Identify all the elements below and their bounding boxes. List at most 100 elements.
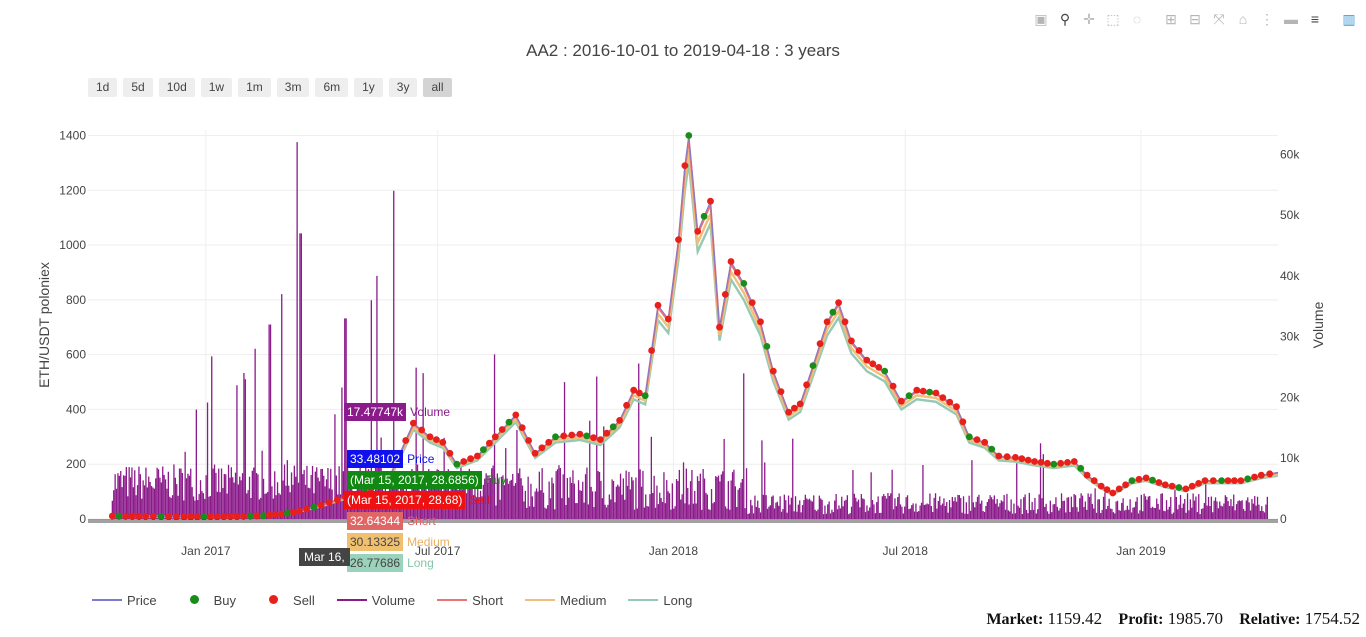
sell-marker (727, 258, 735, 265)
range-button-1w[interactable]: 1w (200, 78, 233, 97)
sell-marker (439, 438, 447, 446)
y-tick-label: 400 (66, 402, 86, 416)
sell-marker (303, 505, 310, 513)
legend-swatch (525, 599, 556, 601)
sell-marker (995, 452, 1003, 460)
sell-marker (835, 299, 842, 306)
zoom-out-icon[interactable]: ⊟ (1189, 10, 1201, 27)
sell-marker (823, 318, 831, 326)
sell-marker (616, 417, 623, 424)
sell-marker (518, 424, 526, 432)
legend-item-medium[interactable]: Medium (525, 592, 606, 608)
tooltip-long-name: Long (407, 556, 434, 570)
hover-compare-icon[interactable]: ≡ (1310, 11, 1320, 27)
legend-swatch (437, 599, 468, 601)
tooltip-long-value: 26.77686 (347, 554, 404, 572)
y-tick-label: 0 (79, 512, 86, 526)
sell-marker (1003, 453, 1011, 461)
legend-label: Volume (371, 592, 416, 608)
range-button-6m[interactable]: 6m (315, 78, 349, 97)
y-tick-label: 800 (66, 293, 86, 307)
tooltip-medium: 30.13325 Medium (347, 533, 450, 551)
sell-marker (568, 431, 576, 439)
sell-marker (525, 437, 532, 444)
sell-marker (603, 429, 611, 437)
sell-marker (1018, 455, 1026, 463)
buy-marker (1175, 484, 1183, 491)
pan-icon[interactable]: ✛ (1083, 10, 1095, 27)
legend-item-sell[interactable]: Sell (258, 592, 315, 608)
legend-item-long[interactable]: Long (628, 592, 692, 608)
price-line (112, 135, 1279, 518)
sell-marker (1064, 459, 1071, 466)
legend-item-buy[interactable]: Buy (179, 592, 236, 608)
autoscale-icon[interactable]: ⤧ (1213, 10, 1225, 27)
sell-marker (796, 400, 804, 408)
buy-marker (965, 433, 973, 441)
tooltip-volume-value: 17.47747k (344, 403, 407, 421)
range-button-3y[interactable]: 3y (388, 78, 418, 97)
y2-tick-label: 60k (1280, 147, 1300, 161)
range-button-1y[interactable]: 1y (354, 78, 383, 97)
legend-swatch (189, 595, 199, 604)
legend-label: Buy (213, 592, 237, 608)
plotly-logo-icon[interactable]: ▥ (1342, 10, 1356, 27)
y2-tick-label: 20k (1280, 390, 1300, 404)
range-button-5d[interactable]: 5d (123, 78, 153, 97)
buy-marker (453, 460, 461, 468)
legend-symbol (628, 592, 659, 608)
legend-item-volume[interactable]: Volume (336, 592, 416, 608)
sell-marker (654, 301, 662, 309)
legend-item-short[interactable]: Short (437, 592, 503, 608)
buy-marker (685, 132, 693, 139)
sell-marker (1090, 477, 1098, 484)
sell-marker (410, 419, 417, 427)
range-button-10d[interactable]: 10d (158, 78, 195, 97)
buy-marker (763, 343, 771, 350)
range-button-1d[interactable]: 1d (88, 78, 118, 97)
sell-marker (491, 433, 499, 441)
sell-marker (325, 499, 333, 506)
sell-marker (1201, 477, 1209, 484)
legend-symbol (92, 592, 122, 608)
sell-marker (474, 452, 481, 460)
hover-closest-icon[interactable]: ▬ (1284, 11, 1298, 27)
sell-marker (777, 388, 785, 395)
spike-lines-icon[interactable]: ⋮ (1260, 10, 1274, 27)
sell-marker (939, 394, 947, 401)
zoom-icon[interactable]: ⚲ (1059, 10, 1071, 27)
sell-marker (981, 438, 989, 446)
reset-axes-icon[interactable]: ⌂ (1238, 11, 1248, 27)
legend-item-price[interactable]: Price (92, 592, 157, 608)
market-label: Market: (986, 611, 1044, 628)
buy-marker (157, 513, 165, 520)
sell-marker (1024, 456, 1032, 464)
zoom-in-icon[interactable]: ⊞ (1165, 10, 1177, 27)
range-button-all[interactable]: all (423, 78, 452, 97)
sell-marker (785, 408, 793, 416)
box-select-icon[interactable]: ⬚ (1106, 10, 1120, 27)
sell-marker (1266, 470, 1274, 478)
y2-tick-label: 10k (1280, 451, 1300, 465)
camera-icon[interactable]: ▣ (1034, 10, 1048, 27)
sell-marker (122, 512, 130, 520)
buy-marker (829, 308, 837, 316)
range-button-3m[interactable]: 3m (276, 78, 310, 97)
sell-marker (889, 382, 897, 390)
sell-marker (734, 269, 741, 276)
sell-marker (486, 439, 493, 447)
x-tick-label: Jul 2017 (415, 544, 461, 558)
tooltip-long: 26.77686 Long (347, 554, 434, 572)
tooltip-sell-value: (Mar 15, 2017, 28.68) (344, 491, 466, 509)
y-tick-label: 1400 (59, 128, 86, 142)
tooltip-price-name: Price (407, 452, 435, 466)
sell-marker (1231, 477, 1238, 484)
buy-marker (1244, 475, 1252, 483)
tooltip-buy: (Mar 15, 2017, 28.6856) Buy (347, 471, 506, 489)
tooltip-price-value: 33.48102 (347, 450, 404, 468)
sell-marker (538, 444, 546, 452)
range-button-1m[interactable]: 1m (238, 78, 271, 97)
lasso-icon[interactable]: ◌ (1132, 11, 1142, 27)
sell-marker (869, 360, 877, 368)
buy-marker (310, 503, 318, 511)
